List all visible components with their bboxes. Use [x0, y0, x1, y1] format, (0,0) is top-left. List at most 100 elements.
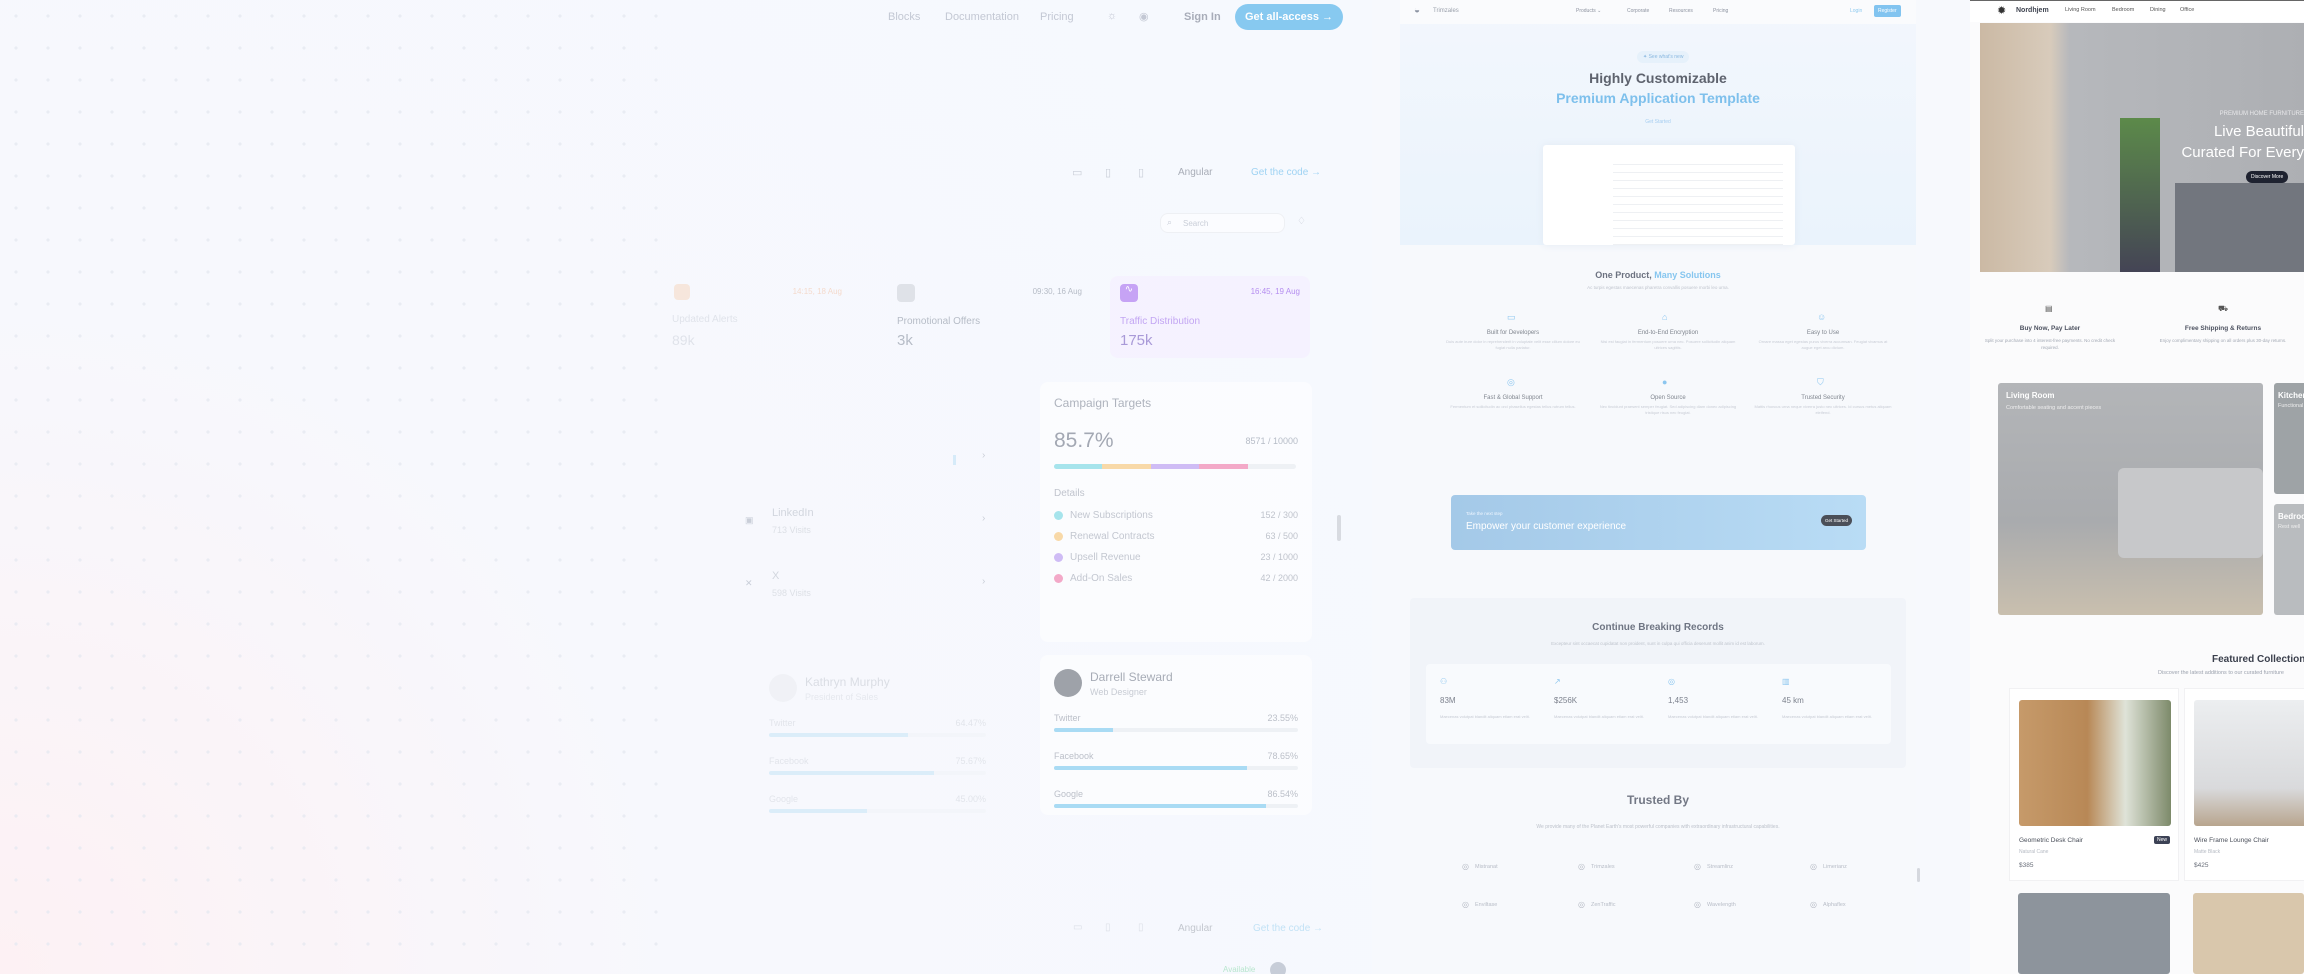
nav-dining[interactable]: Dining — [2150, 7, 2166, 13]
stat-label: Traffic Distribution — [1120, 316, 1201, 327]
progress-segment — [1102, 464, 1151, 469]
alert-icon — [674, 284, 690, 300]
product-card[interactable]: Geometric Desk Chair New Natural Cane $3… — [2009, 688, 2179, 881]
framework-select[interactable]: Angular — [1178, 923, 1213, 934]
brand-name[interactable]: Nordhjem — [2016, 7, 2049, 14]
company-logo-icon: ◎ — [1462, 862, 1469, 871]
nav-pricing[interactable]: Pricing — [1713, 8, 1729, 14]
category-title: Bedroom — [2278, 512, 2304, 521]
metric-value: 78.65% — [1267, 751, 1298, 761]
feature-desc: Ornare massa eget egestas purus viverra … — [1758, 339, 1888, 350]
github-icon[interactable]: ◉ — [1139, 11, 1149, 23]
company-logo-icon: ◎ — [1810, 900, 1817, 909]
search-input[interactable]: ⌕ Search — [1160, 213, 1285, 233]
progress-bar — [769, 809, 986, 813]
profile-card: Darrell Steward Web Designer Twitter 23.55%… — [1040, 655, 1312, 815]
detail-label: New Subscriptions — [1070, 510, 1153, 521]
category-living-room[interactable]: Living Room Comfortable seating and acce… — [1998, 383, 2263, 615]
category-desc: Rest well — [2278, 524, 2301, 530]
detail-value: 63 / 500 — [1265, 531, 1298, 541]
detail-label: Add-On Sales — [1070, 573, 1133, 584]
nav-products[interactable]: Products ⌄ — [1576, 8, 1602, 14]
company-logo-icon: ◎ — [1578, 862, 1585, 871]
feature-desc: Enjoy complimentary shipping on all orde… — [2159, 338, 2287, 343]
brand-name[interactable]: Trimzales — [1433, 8, 1459, 14]
metric-label: Google — [769, 794, 799, 804]
feature-title: Free Shipping & Returns — [2184, 325, 2262, 332]
feature-desc: Mattis rhoncus urna neque viverra justo … — [1754, 404, 1892, 415]
category-kitchen[interactable]: Kitchen Functional — [2274, 383, 2304, 494]
features-subtitle: Ac turpis egestas maecenas pharetra conv… — [1587, 285, 1729, 290]
chevron-right-icon[interactable]: › — [982, 450, 986, 461]
status-available: Available — [1223, 965, 1256, 974]
progress-fill — [769, 809, 867, 813]
cta-get-started-button[interactable]: Get Started — [1820, 515, 1852, 526]
scrollbar[interactable] — [1917, 868, 1920, 882]
avatar[interactable] — [1270, 962, 1286, 974]
login-link[interactable]: Login — [1850, 8, 1863, 14]
get-started-link[interactable]: Get Started — [1645, 119, 1671, 125]
get-all-access-button[interactable]: Get all-access → — [1235, 4, 1344, 30]
nav-resources[interactable]: Resources — [1669, 8, 1693, 14]
desktop-view-icon[interactable]: ▭ — [1073, 922, 1083, 933]
chart-icon: ↗ — [1554, 677, 1561, 686]
globe-icon: ◎ — [1668, 677, 1675, 686]
mobile-view-icon[interactable]: ▯ — [1138, 167, 1145, 179]
product-card[interactable]: Wire Frame Lounge Chair Matte Black $425 — [2184, 688, 2304, 881]
top-nav: ✹ Nordhjem Living Room Bedroom Dining Of… — [1970, 0, 2304, 22]
nav-corporate[interactable]: Corporate — [1627, 8, 1650, 14]
category-bedroom[interactable]: Bedroom Rest well — [2274, 504, 2304, 615]
progress-bar — [769, 733, 986, 737]
feature-title: Easy to Use — [1806, 330, 1840, 336]
stat-card: 14:15, 18 Aug Updated Alerts 89k — [672, 284, 842, 354]
tablet-view-icon[interactable]: ▯ — [1105, 167, 1112, 179]
app-screenshot-mockup — [1543, 145, 1795, 245]
hero-title-line1: Live Beautiful — [2213, 123, 2304, 140]
calendar-icon — [897, 284, 915, 302]
metric-value: 64.47% — [955, 718, 986, 728]
lock-icon: ⌂ — [1662, 312, 1668, 322]
chevron-right-icon[interactable]: › — [982, 576, 986, 587]
sign-in-link[interactable]: Sign In — [1184, 11, 1221, 23]
feature-desc: Nec tincidunt praesent semper feugiat. S… — [1599, 404, 1737, 415]
company-name: Streamlinz — [1707, 864, 1733, 870]
nav-office[interactable]: Office — [2180, 7, 2195, 13]
feature-desc: Fermentum et sollicitudin ac orci phasel… — [1450, 404, 1576, 409]
desktop-view-icon[interactable]: ▭ — [1072, 167, 1083, 179]
stat-card-selected[interactable]: ∿ 16:45, 19 Aug Traffic Distribution 175… — [1110, 276, 1310, 358]
nav-blocks[interactable]: Blocks — [888, 11, 921, 23]
company-logo-icon: ◎ — [1462, 900, 1469, 909]
register-button[interactable]: Register — [1874, 5, 1901, 17]
tablet-view-icon[interactable]: ▯ — [1105, 922, 1111, 933]
progress-segment — [1199, 464, 1248, 469]
category-title: Living Room — [2006, 391, 2055, 400]
features-title-a: One Product, — [1595, 270, 1655, 280]
nav-pricing[interactable]: Pricing — [1040, 11, 1074, 23]
get-code-link[interactable]: Get the code → — [1251, 167, 1322, 178]
mobile-view-icon[interactable]: ▯ — [1138, 922, 1144, 933]
github-icon: ● — [1662, 377, 1668, 387]
hero-badge[interactable]: ✦ See what's new — [1637, 51, 1690, 63]
x-icon: ✕ — [745, 578, 753, 588]
category-title: Kitchen — [2278, 391, 2304, 400]
campaign-percent: 85.7% — [1054, 429, 1114, 452]
campaign-total: 8571 / 10000 — [1245, 436, 1298, 446]
brand-logo-icon: ◒ — [1414, 5, 1421, 16]
discover-more-button[interactable]: Discover More — [2246, 171, 2289, 183]
framework-select[interactable]: Angular — [1178, 167, 1213, 178]
profile-name: Darrell Steward — [1090, 670, 1173, 684]
spark-bar — [940, 455, 956, 465]
scrollbar[interactable] — [1337, 515, 1341, 541]
avatar — [769, 674, 797, 702]
chevron-right-icon[interactable]: › — [982, 513, 986, 524]
nav-documentation[interactable]: Documentation — [945, 11, 1019, 23]
sun-icon[interactable]: ☼ — [1107, 10, 1118, 22]
record-value: 1,453 — [1668, 696, 1689, 705]
get-code-link[interactable]: Get the code → — [1253, 923, 1324, 934]
nav-bedroom[interactable]: Bedroom — [2112, 7, 2135, 13]
bell-icon[interactable]: ♢ — [1297, 216, 1306, 227]
legend-dot — [1054, 532, 1063, 541]
nav-living-room[interactable]: Living Room — [2065, 7, 2096, 13]
card-title: Campaign Targets — [1054, 396, 1152, 410]
detail-value: 23 / 1000 — [1260, 552, 1298, 562]
